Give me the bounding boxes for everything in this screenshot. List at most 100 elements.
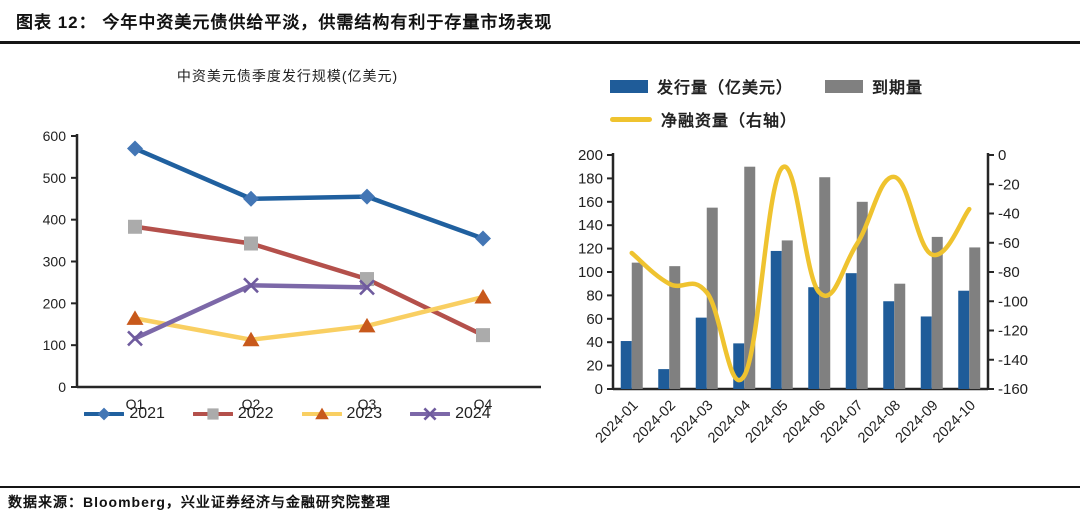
left-chart-plot-area: 0 100 200 300 400 500 600 Q1 Q2 Q3 Q4: [43, 128, 541, 410]
legend-item-net-financing: 净融资量（右轴）: [610, 107, 797, 131]
legend-label-2021: 2021: [129, 405, 165, 422]
y-axis-tick-label: 200: [43, 295, 67, 311]
right-chart-legend: 发行量（亿美元） 到期量 净融资量（右轴）: [610, 74, 923, 131]
legend-item-2021: 2021: [84, 405, 165, 423]
series-line-2021: [132, 146, 486, 241]
bar-maturity-2024-01: [631, 262, 643, 389]
y-axis-tick-label: 500: [43, 170, 67, 186]
bar-maturity-2024-10: [969, 247, 981, 389]
figure-title: 图表 12： 今年中资美元债供给平淡，供需结构有利于存量市场表现: [16, 13, 553, 32]
bar-maturity-2024-09: [931, 236, 943, 389]
right-axis-tick-label: -80: [998, 264, 1020, 281]
x-axis-label: Q1: [126, 396, 145, 410]
legend-row-1: 发行量（亿美元） 到期量: [610, 74, 923, 98]
left-axis-tick-label: 60: [586, 311, 603, 328]
legend-swatch-icon-2021: [84, 407, 125, 421]
legend-item-2023: 2023: [301, 405, 383, 423]
maturity-swatch-icon: [825, 79, 864, 93]
legend-item-issuance: 发行量（亿美元）: [610, 74, 793, 98]
left-axis-tick-label: 40: [586, 334, 603, 351]
right-axis-tick-label: 0: [998, 147, 1006, 164]
legend-label-net-financing: 净融资量（右轴）: [661, 113, 798, 130]
right-axis-tick-label: -100: [998, 293, 1028, 310]
legend-label-issuance: 发行量（亿美元）: [657, 80, 794, 97]
left-axis-tick-label: 80: [586, 287, 603, 304]
marker-2022-Q2: [244, 236, 258, 251]
y-axis-tick-label: 100: [43, 337, 67, 353]
legend-swatch-icon-2024: [410, 407, 451, 421]
marker-2022-Q4: [476, 328, 490, 343]
left-axis-tick-label: 20: [586, 358, 603, 375]
legend-marker: [423, 407, 437, 421]
bar-maturity-2024-04: [744, 166, 756, 389]
marker-2023-Q1: [126, 310, 144, 325]
marker-2024-Q3: [359, 279, 375, 296]
right-chart-plot-area: 0 20 40 60 80 100 120 140 160 180 200 0 -20 -40 -60 -80…: [578, 147, 1028, 446]
y-axis-tick-label: 300: [43, 254, 67, 270]
bar-maturity-2024-05: [781, 240, 793, 389]
left-axis-tick-label: 0: [595, 381, 603, 398]
legend-item-2024: 2024: [410, 405, 491, 423]
marker-2023-Q2: [242, 331, 260, 347]
marker-2022-Q1: [128, 219, 142, 234]
bar-issuance-2024-07: [845, 273, 857, 389]
bar-maturity-2024-08: [894, 283, 906, 389]
net-financing-line: [629, 164, 972, 383]
legend-marker: [97, 407, 111, 421]
y-axis-tick-label: 400: [43, 212, 67, 228]
bar-maturity-2024-06: [819, 177, 831, 389]
x-axis-label: Q2: [242, 396, 261, 410]
legend-swatch-icon-2023: [301, 407, 342, 420]
legend-row-2: 净融资量（右轴）: [610, 107, 923, 131]
quarterly-issuance-line-chart: 中资美元债季度发行规模(亿美元) 0 100 200 300 400 500 600 Q1 Q2…: [30, 60, 545, 460]
monthly-supply-bar-chart: 发行量（亿美元） 到期量 净融资量（右轴） 0 20 40 60 80 100 120 140…: [555, 60, 1080, 480]
right-axis-tick-label: -140: [998, 352, 1028, 369]
left-axis-tick-label: 100: [578, 264, 603, 281]
left-axis-tick-label: 120: [578, 241, 603, 258]
bar-maturity-2024-02: [669, 266, 681, 389]
marker-2021-Q2: [243, 190, 259, 207]
marker-2024-Q2: [243, 277, 259, 294]
issuance-swatch-icon: [610, 79, 648, 93]
bar-issuance-2024-06: [808, 287, 820, 389]
left-axis-tick-label: 140: [578, 217, 603, 234]
marker-2023-Q4: [474, 289, 492, 304]
bar-issuance-2024-02: [658, 369, 670, 389]
marker-2021-Q4: [475, 230, 491, 247]
legend-label-2024: 2024: [455, 405, 491, 422]
bar-issuance-2024-05: [770, 250, 782, 389]
left-chart-title: 中资美元债季度发行规模(亿美元): [176, 68, 399, 84]
x-axis-label: Q3: [358, 396, 377, 410]
legend-label-maturity: 到期量: [872, 80, 924, 97]
series-line-2023: [132, 294, 486, 343]
title-divider: [0, 41, 1080, 44]
right-axis-tick-label: -60: [998, 235, 1020, 252]
y-axis-tick-label: 0: [58, 379, 66, 395]
bar-issuance-2024-04: [733, 343, 745, 389]
legend-label-2022: 2022: [237, 405, 274, 422]
legend-item-maturity: 到期量: [825, 74, 923, 98]
left-axis-tick-label: 160: [578, 194, 603, 211]
right-axis-tick-label: -20: [998, 176, 1020, 193]
marker-2021-Q3: [359, 188, 375, 205]
left-axis-tick-label: 180: [578, 170, 603, 187]
bar-issuance-2024-09: [920, 316, 932, 389]
legend-swatch-icon-2022: [192, 408, 233, 420]
bar-issuance-2024-03: [695, 317, 707, 389]
bar-issuance-2024-01: [620, 341, 632, 389]
series-line-2022: [132, 224, 486, 338]
marker-2024-Q1: [127, 330, 143, 347]
left-chart-legend: 2021 2022 2023 2024: [30, 405, 545, 423]
y-axis-tick-label: 600: [43, 128, 67, 144]
bar-issuance-2024-08: [883, 301, 895, 389]
legend-label-2023: 2023: [346, 405, 383, 422]
left-axis-tick-label: 200: [578, 147, 603, 164]
marker-2021-Q1: [127, 140, 143, 157]
right-axis-tick-label: -120: [998, 323, 1028, 340]
bar-issuance-2024-10: [958, 290, 970, 389]
legend-marker: [207, 408, 219, 420]
footer-divider: [0, 486, 1080, 488]
legend-marker: [314, 407, 329, 420]
x-axis-label: Q4: [474, 396, 493, 410]
